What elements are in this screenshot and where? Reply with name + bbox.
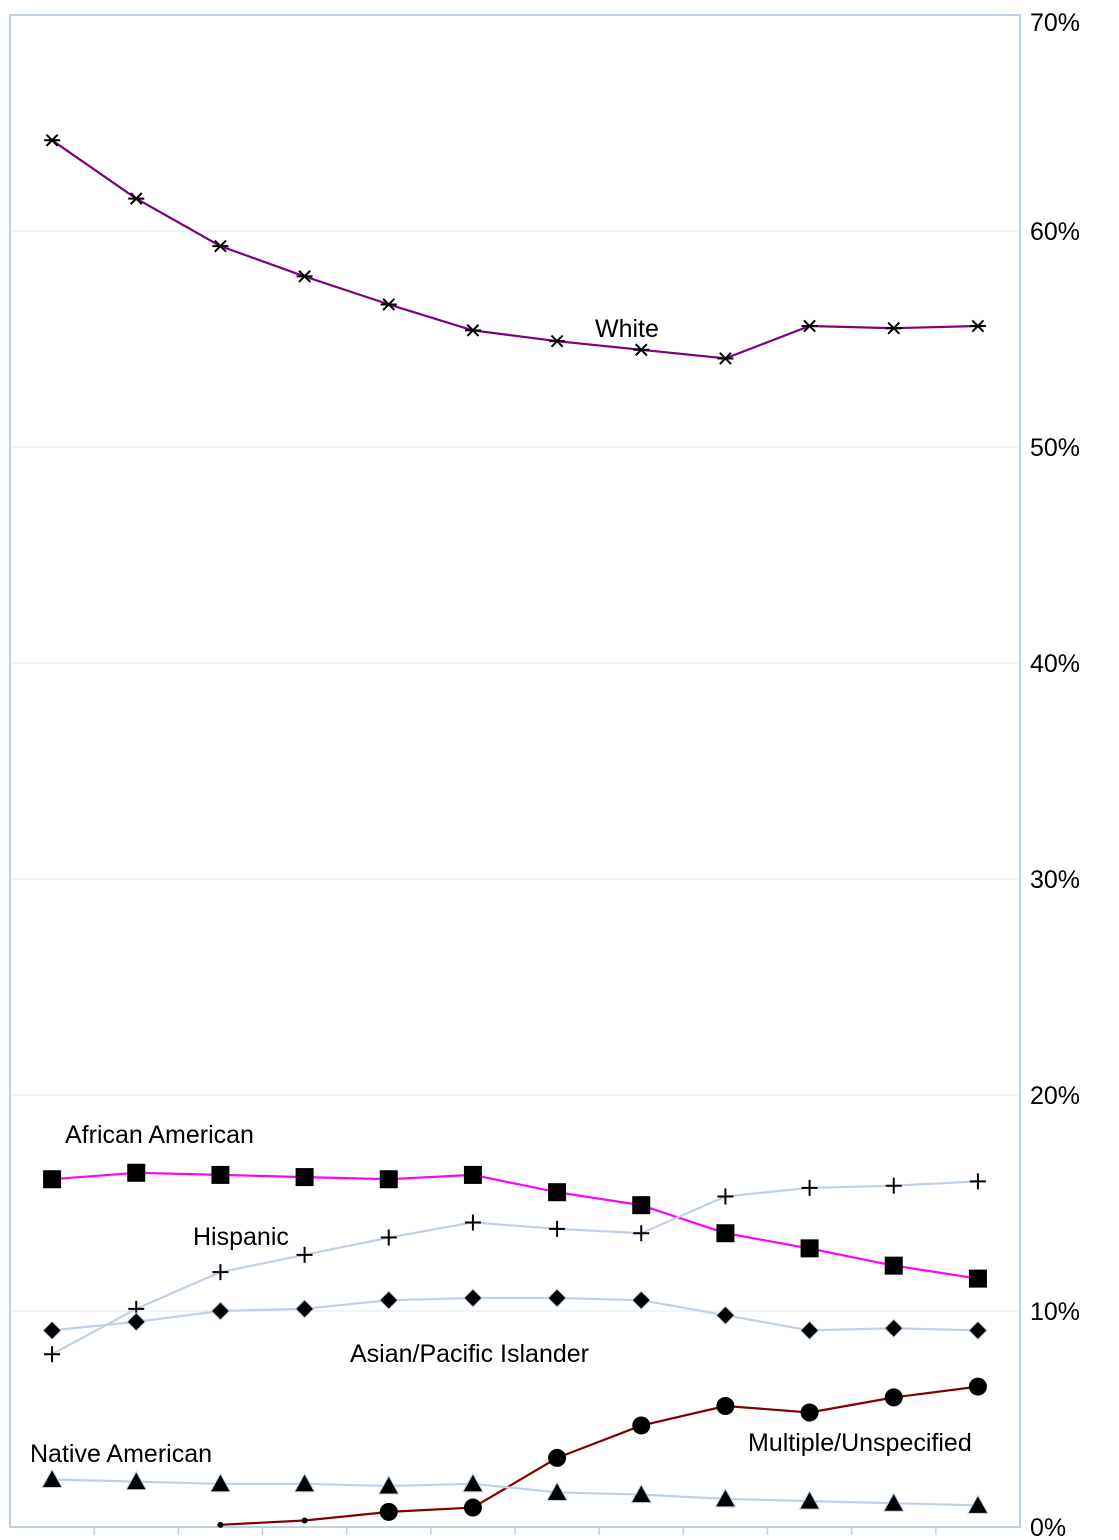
gridlines — [10, 230, 1020, 1312]
data-point — [464, 1214, 481, 1231]
data-point — [296, 1246, 313, 1263]
data-point — [380, 1229, 397, 1246]
series-lines — [51, 139, 979, 1526]
data-point — [632, 1416, 651, 1435]
data-point — [42, 1320, 62, 1341]
data-point — [211, 1165, 230, 1184]
data-point — [126, 1312, 146, 1332]
data-point — [800, 1403, 819, 1422]
data-point — [549, 334, 566, 348]
series-line — [52, 1171, 979, 1280]
data-point — [301, 1517, 308, 1524]
data-point — [41, 1468, 63, 1488]
label-native-american: Native American — [30, 1440, 212, 1468]
y-tick-label: 70% — [1030, 9, 1080, 37]
x-axis-ticks — [93, 1527, 937, 1535]
data-point — [463, 1288, 483, 1308]
data-point — [379, 1170, 398, 1189]
data-point — [633, 1225, 650, 1242]
data-point — [885, 1177, 902, 1194]
series-line — [51, 139, 978, 360]
label-multiple-unspecified: Multiple/Unspecified — [748, 1429, 972, 1457]
data-point — [210, 1301, 231, 1321]
data-point — [798, 1490, 821, 1510]
data-point — [296, 270, 313, 283]
data-point — [463, 1498, 482, 1517]
data-point — [968, 1269, 987, 1288]
data-point — [715, 1305, 736, 1326]
y-tick-label: 20% — [1030, 1082, 1080, 1110]
data-point — [43, 1170, 62, 1189]
data-point — [380, 298, 397, 311]
data-point — [44, 1346, 61, 1363]
series-line — [220, 1385, 979, 1526]
label-hispanic: Hispanic — [193, 1223, 289, 1251]
data-point — [546, 1481, 568, 1501]
data-point — [800, 1239, 819, 1258]
y-axis-labels: 0% 10% 20% 30% 40% 50% 60% 70% — [1030, 9, 1080, 1540]
data-point — [379, 1502, 398, 1521]
data-point — [547, 1288, 567, 1308]
data-point — [884, 1256, 903, 1275]
data-point — [884, 1388, 903, 1407]
data-point — [212, 239, 229, 253]
data-point — [801, 1179, 818, 1196]
data-point — [884, 1318, 904, 1338]
data-point — [377, 1474, 400, 1495]
data-point — [969, 1173, 986, 1190]
data-point — [801, 319, 818, 333]
series-line — [51, 1296, 978, 1332]
label-african-american: African American — [65, 1121, 254, 1149]
data-point — [969, 319, 986, 333]
y-tick-label: 0% — [1030, 1514, 1066, 1540]
data-point — [212, 1264, 229, 1281]
data-point — [885, 321, 902, 335]
data-point — [293, 1472, 316, 1493]
data-point — [968, 1320, 988, 1341]
data-point — [968, 1377, 987, 1396]
label-white: White — [595, 315, 659, 343]
plot-area — [9, 14, 1021, 1528]
data-point — [209, 1472, 232, 1493]
data-point — [548, 1448, 567, 1467]
y-tick-label: 30% — [1030, 866, 1080, 894]
y-tick-label: 60% — [1030, 218, 1080, 246]
data-point — [549, 1220, 566, 1237]
y-tick-label: 10% — [1030, 1298, 1080, 1326]
series-line — [52, 1478, 978, 1507]
data-point — [125, 1470, 148, 1491]
series-markers — [41, 133, 989, 1528]
data-point — [632, 1196, 651, 1215]
data-point — [630, 1483, 653, 1504]
data-point — [717, 1188, 734, 1205]
data-point — [799, 1320, 820, 1341]
series-annotations: White African American Hispanic Asian/Pa… — [30, 315, 972, 1468]
data-point — [633, 343, 650, 357]
data-point — [128, 192, 145, 205]
data-point — [44, 133, 61, 147]
data-point — [548, 1183, 567, 1202]
data-point — [967, 1494, 989, 1514]
data-point — [462, 1472, 484, 1493]
data-point — [294, 1299, 315, 1319]
y-tick-label: 40% — [1030, 650, 1080, 678]
label-asian-pacific-islander: Asian/Pacific Islander — [350, 1340, 589, 1368]
series-line — [51, 1180, 978, 1356]
data-point — [127, 1163, 146, 1182]
data-point — [882, 1492, 905, 1512]
data-point — [463, 1165, 482, 1184]
data-point — [295, 1168, 314, 1187]
data-point — [631, 1290, 651, 1310]
data-point — [714, 1487, 737, 1508]
data-point — [217, 1521, 224, 1528]
data-point — [716, 1397, 735, 1416]
data-point — [716, 1224, 735, 1243]
data-point — [379, 1290, 399, 1310]
data-point — [717, 352, 734, 365]
y-tick-label: 50% — [1030, 434, 1080, 462]
data-point — [464, 324, 481, 337]
